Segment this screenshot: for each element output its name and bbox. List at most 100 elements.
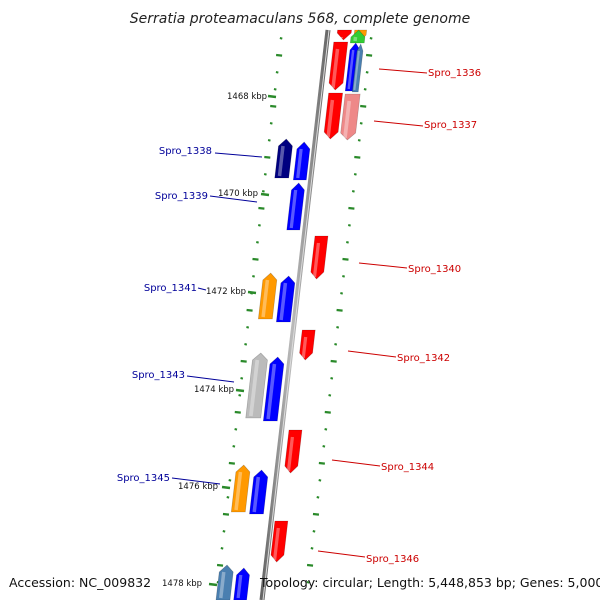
kbp-label-1472: 1472 kbp xyxy=(206,287,246,297)
minor-tick xyxy=(238,394,242,397)
gene-label-spro-1344[interactable]: Spro_1344 xyxy=(331,459,434,473)
genome-backbone-highlight xyxy=(262,29,330,600)
gene-label-spro-1345[interactable]: Spro_1345 xyxy=(117,473,221,485)
svg-text:Spro_1340: Spro_1340 xyxy=(408,264,461,275)
kbp-label-1474: 1474 kbp xyxy=(194,385,234,395)
minor-tick xyxy=(330,359,337,363)
gene-arrow-spro-1341a[interactable] xyxy=(258,272,278,320)
minor-tick xyxy=(240,377,244,380)
gene-label-spro-1337[interactable]: Spro_1337 xyxy=(373,120,477,131)
minor-tick xyxy=(240,359,247,363)
gene-arrow-spro-1346[interactable] xyxy=(270,520,289,563)
gene-label-spro-1342[interactable]: Spro_1342 xyxy=(347,350,450,364)
gene-label-spro-1343[interactable]: Spro_1343 xyxy=(132,370,235,383)
minor-tick xyxy=(347,224,351,227)
gene-arrow-bottom-teal[interactable] xyxy=(215,564,234,600)
minor-tick xyxy=(263,173,267,176)
kbp-label-1478: 1478 kbp xyxy=(162,579,202,589)
minor-tick xyxy=(359,122,363,125)
kbp-tick xyxy=(208,582,218,587)
gene-arrow-spro-1345b[interactable] xyxy=(249,469,269,515)
minor-tick xyxy=(306,563,314,567)
svg-text:Spro_1336: Spro_1336 xyxy=(428,68,481,79)
minor-tick xyxy=(340,292,343,295)
gene-label-spro-1336[interactable]: Spro_1336 xyxy=(378,68,481,79)
minor-tick xyxy=(228,479,232,482)
gene-label-spro-1341[interactable]: Spro_1341 xyxy=(144,283,207,294)
svg-text:Spro_1337: Spro_1337 xyxy=(424,120,477,131)
minor-tick xyxy=(267,139,271,142)
gene-arrow-spro-1342[interactable] xyxy=(299,329,316,361)
svg-text:Spro_1342: Spro_1342 xyxy=(397,353,450,364)
minor-tick xyxy=(348,206,355,210)
minor-tick xyxy=(252,275,255,278)
gene-label-spro-1340[interactable]: Spro_1340 xyxy=(358,262,461,275)
minor-tick xyxy=(306,581,310,584)
kbp-label-1470: 1470 kbp xyxy=(218,189,258,199)
minor-tick xyxy=(216,563,224,567)
minor-tick xyxy=(312,530,316,533)
gene-label-spro-1339[interactable]: Spro_1339 xyxy=(155,191,258,203)
minor-tick xyxy=(369,37,373,40)
genome-backbone xyxy=(259,29,331,600)
gene-arrow-spro-1338a[interactable] xyxy=(274,138,293,179)
gene-label-spro-1346[interactable]: Spro_1346 xyxy=(317,550,419,565)
minor-tick xyxy=(363,88,367,91)
gene-arrow-spro-1337a[interactable] xyxy=(323,92,343,140)
gene-arrow-bottom-blue[interactable] xyxy=(233,567,250,600)
topology-text: Topology: circular; Length: 5,448,853 bp… xyxy=(259,575,600,590)
kbp-tick xyxy=(260,192,270,197)
minor-tick xyxy=(336,326,340,329)
minor-tick xyxy=(222,512,230,516)
svg-text:Spro_1338: Spro_1338 xyxy=(159,146,212,157)
minor-tick xyxy=(234,410,241,414)
minor-tick xyxy=(353,173,357,176)
gene-arrow-teal-top[interactable] xyxy=(351,43,364,93)
gene-arrow-spro-1340[interactable] xyxy=(310,235,329,280)
kbp-tick xyxy=(247,290,257,295)
gene-arrow-spro-1338b[interactable] xyxy=(292,141,311,181)
minor-tick xyxy=(330,377,334,380)
gene-arrow-spro-1336[interactable] xyxy=(328,41,349,91)
minor-tick xyxy=(365,53,373,57)
minor-tick xyxy=(244,343,248,346)
kbp-tick xyxy=(267,94,277,99)
minor-tick xyxy=(270,104,277,108)
minor-tick xyxy=(220,547,224,550)
minor-tick xyxy=(322,445,326,448)
minor-tick xyxy=(269,122,273,125)
minor-tick xyxy=(246,308,253,312)
minor-tick xyxy=(257,224,261,227)
minor-tick xyxy=(246,326,250,329)
minor-tick xyxy=(275,71,279,74)
minor-tick xyxy=(324,428,328,431)
gene-arrow-spro-1343b[interactable] xyxy=(262,356,285,422)
gene-arrow-partial-red[interactable] xyxy=(336,29,352,41)
kbp-label-1468: 1468 kbp xyxy=(227,92,267,102)
accession-text: Accession: NC_009832 xyxy=(9,575,151,590)
gene-label-spro-1338[interactable]: Spro_1338 xyxy=(159,146,263,158)
kbp-tick xyxy=(235,388,245,393)
minor-tick xyxy=(264,155,271,159)
gene-arrow-spro-1343a[interactable] xyxy=(245,352,268,419)
minor-tick xyxy=(324,410,331,414)
svg-text:Spro_1343: Spro_1343 xyxy=(132,370,185,381)
minor-tick xyxy=(336,308,343,312)
minor-tick xyxy=(275,53,283,57)
gene-arrow-spro-1341b[interactable] xyxy=(276,275,296,323)
minor-tick xyxy=(351,190,355,193)
minor-tick xyxy=(365,71,369,74)
svg-text:Spro_1339: Spro_1339 xyxy=(155,191,208,202)
gene-arrow-spro-1337b[interactable] xyxy=(340,93,361,141)
minor-tick xyxy=(258,206,265,210)
minor-tick xyxy=(342,275,345,278)
gene-arrow-partial-green[interactable] xyxy=(349,29,366,44)
gene-arrow-spro-1339[interactable] xyxy=(286,182,305,231)
gene-arrow-spro-1345a[interactable] xyxy=(230,464,251,513)
minor-tick xyxy=(256,241,259,244)
svg-text:Spro_1344: Spro_1344 xyxy=(381,462,434,473)
gene-arrow-spro-1344[interactable] xyxy=(284,429,303,474)
minor-tick xyxy=(360,104,367,108)
tick-layer xyxy=(208,37,373,587)
